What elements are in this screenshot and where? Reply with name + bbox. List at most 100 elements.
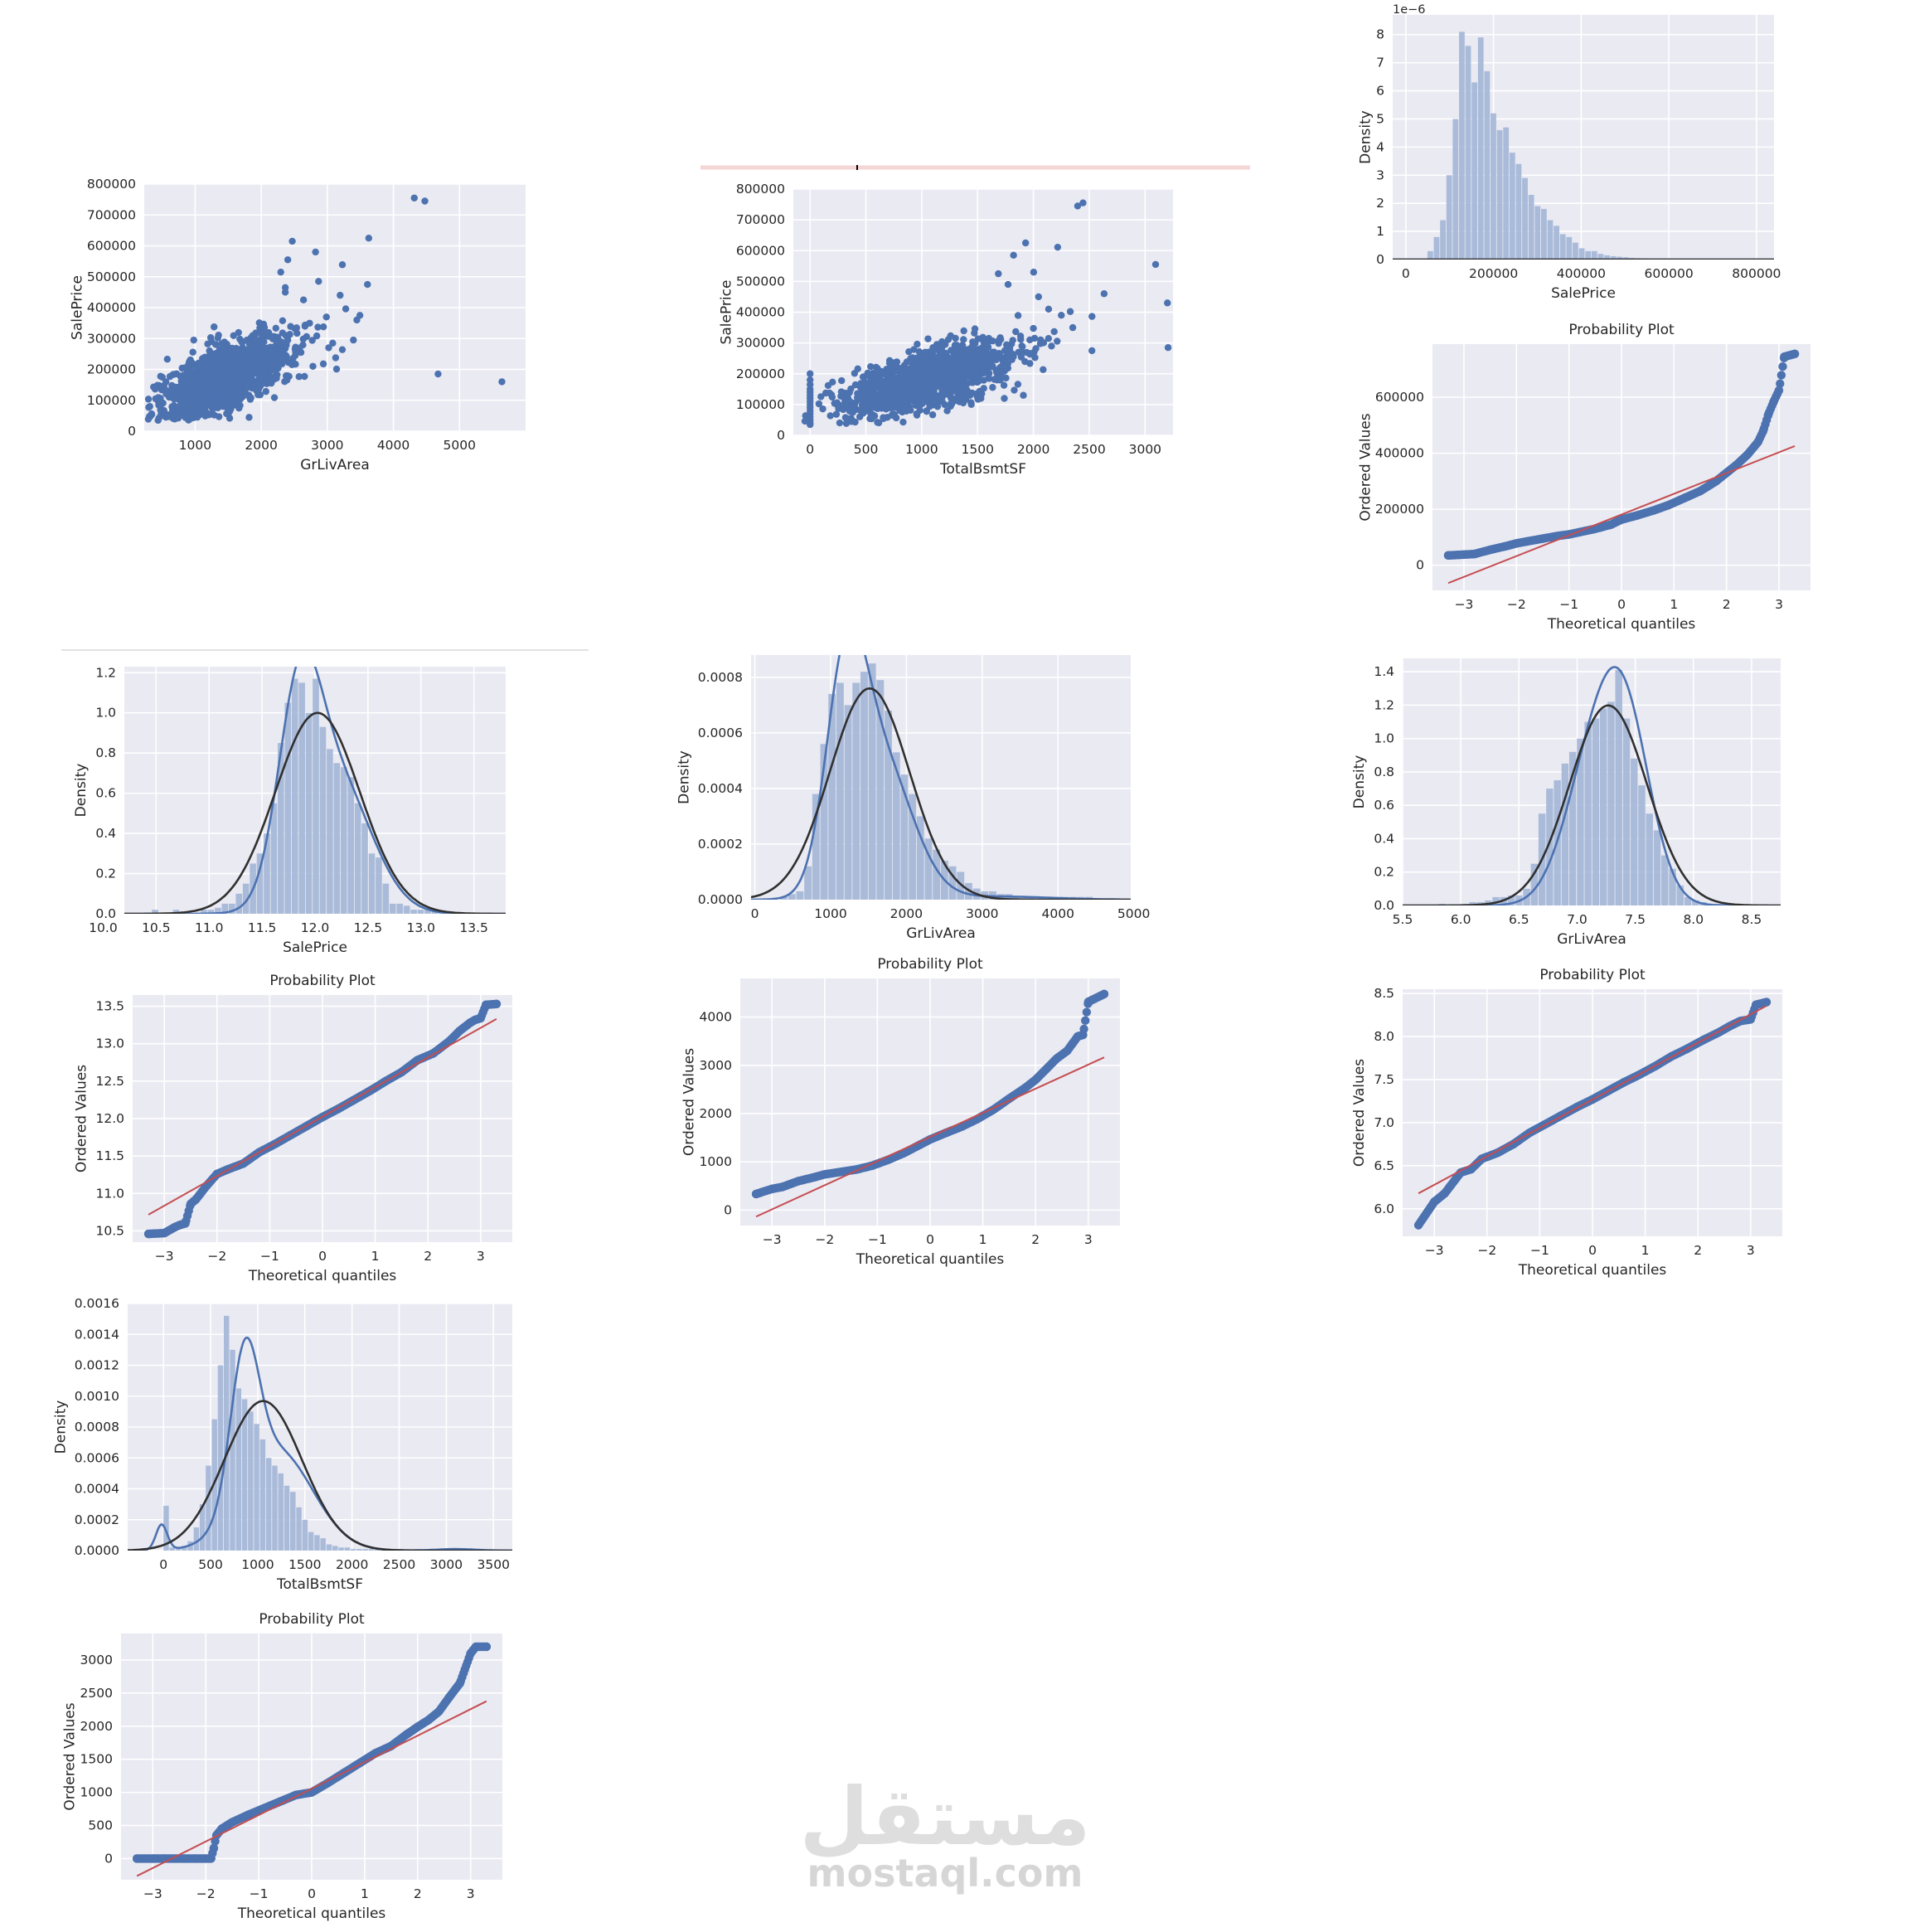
histogram-bar [248, 1411, 254, 1551]
scatter-point [815, 400, 823, 408]
quantile-point [820, 1170, 829, 1179]
scatter-point [270, 394, 279, 401]
histogram-bar [780, 896, 788, 900]
scatter-point [255, 319, 264, 327]
scatter-point [890, 410, 898, 419]
histogram-bar [836, 682, 844, 900]
quantile-point [1774, 386, 1784, 395]
scatter-point [898, 372, 905, 381]
y-tick-label: 1000 [700, 1154, 732, 1169]
quantile-point [957, 1122, 967, 1131]
scatter-point [937, 391, 944, 400]
scatter-point [863, 394, 870, 401]
chart-dist-log-grlivarea: 5.5 6.0 6.5 7.0 7.5 8.0 8.50.00.20.40.60.81.01… [1351, 658, 1781, 948]
histogram-bar [1592, 718, 1600, 905]
quantile-point [1063, 1046, 1072, 1056]
x-tick-label: 12.0 [301, 920, 330, 935]
scatter-point [191, 389, 199, 397]
quantile-point [809, 1172, 819, 1182]
x-tick-label: 3 [1775, 597, 1783, 612]
scatter-point [924, 335, 932, 342]
scatter-point [1000, 381, 1008, 389]
x-tick-label: 13.5 [459, 920, 488, 935]
scatter-point [876, 381, 885, 388]
y-tick-label: 2000 [700, 1106, 732, 1121]
scatter-point [856, 381, 863, 389]
x-tick-label: −3 [143, 1886, 162, 1901]
y-axis-label: Density [73, 764, 90, 818]
x-axis-label: TotalBsmtSF [939, 461, 1026, 478]
scatter-point [985, 374, 992, 381]
histogram-bar [314, 1535, 320, 1551]
scatter-point [203, 401, 211, 409]
scatter-point [909, 354, 917, 362]
quantile-point [413, 1722, 422, 1731]
histogram-bar [374, 1549, 381, 1551]
histogram-bar [417, 910, 424, 914]
y-tick-label: 500000 [87, 269, 136, 284]
x-tick-label: −2 [207, 1249, 226, 1264]
y-tick-label: 0.2 [1374, 865, 1394, 880]
quantile-point [1743, 450, 1752, 459]
scatter-point [236, 392, 245, 400]
histogram-bar [1597, 254, 1604, 260]
scatter-point [196, 363, 203, 371]
quantile-point [1470, 549, 1479, 559]
histogram-bar [1684, 896, 1692, 905]
scatter-point [1088, 347, 1096, 355]
scatter-point [856, 406, 864, 414]
y-tick-label: 0 [128, 424, 136, 439]
histogram-bar [389, 903, 396, 914]
y-tick-label: 2000 [80, 1719, 113, 1734]
scatter-point [245, 414, 253, 421]
scatter-point [1054, 243, 1062, 251]
scatter-point [882, 388, 889, 396]
histogram-bar [396, 903, 404, 914]
quantile-point [181, 1219, 190, 1228]
x-axis-label: Theoretical quantiles [1518, 1262, 1667, 1279]
scatter-point [851, 370, 859, 377]
quantile-point [1081, 1016, 1090, 1026]
scatter-point [969, 351, 977, 358]
y-tick-label: 1.2 [1374, 697, 1394, 712]
histogram-bar [313, 678, 319, 914]
normal-fit-curve [128, 1400, 512, 1551]
histogram-bar [362, 1549, 368, 1551]
quantile-point [867, 1161, 877, 1171]
scatter-point [841, 389, 850, 397]
quantile-point [191, 1854, 200, 1863]
scatter-point [923, 371, 930, 379]
histogram-bar [957, 871, 965, 900]
scatter-point [293, 329, 301, 337]
quantile-point [1509, 1139, 1518, 1149]
scatter-point [144, 415, 153, 423]
histogram-bar [1491, 113, 1496, 260]
x-axis-label: Theoretical quantiles [248, 1268, 397, 1284]
scatter-point [832, 410, 841, 418]
y-tick-label: 0 [1376, 252, 1384, 267]
scatter-point [844, 399, 851, 407]
scatter-point [952, 342, 961, 349]
x-tick-label: 4000 [377, 438, 410, 453]
x-tick-label: 3000 [430, 1557, 463, 1572]
scatter-point [919, 400, 926, 408]
x-tick-label: 2500 [1073, 442, 1105, 457]
quantile-point [1778, 362, 1787, 371]
histogram-bar [900, 774, 909, 900]
x-tick-label: 2000 [336, 1557, 368, 1572]
x-tick-label: 2000 [245, 438, 277, 453]
scatter-point [154, 394, 162, 401]
quantile-point [1680, 493, 1689, 502]
x-tick-label: 1 [371, 1249, 380, 1264]
quantile-point [1413, 1221, 1423, 1230]
histogram-bar [1540, 208, 1547, 260]
scatter-point [936, 365, 943, 373]
quantile-point [455, 1678, 465, 1688]
y-tick-label: 0 [777, 428, 785, 443]
quantile-point [244, 1810, 253, 1819]
scatter-point [925, 378, 933, 386]
scatter-point [1026, 350, 1035, 357]
y-tick-label: 0.0008 [75, 1420, 119, 1434]
scatter-point [1151, 260, 1160, 269]
quantile-point [1005, 1094, 1014, 1104]
